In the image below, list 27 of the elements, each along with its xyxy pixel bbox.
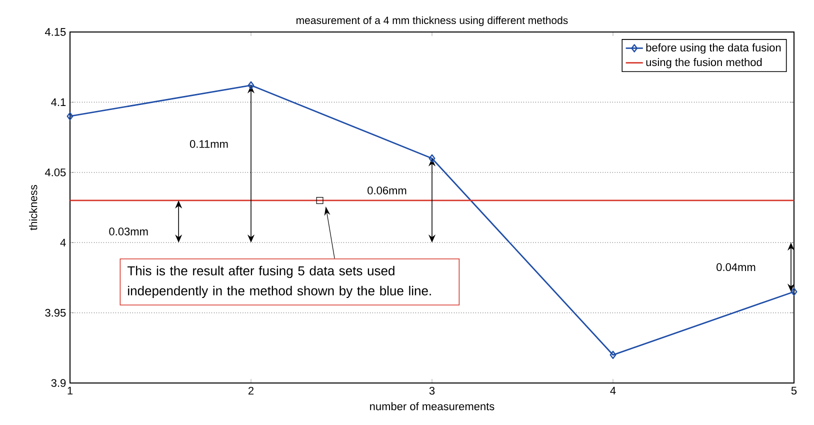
y-tick-label: 4.05 (44, 168, 66, 176)
point (790, 288, 798, 296)
annotation: 0.04mm (716, 263, 756, 272)
point (66, 112, 74, 120)
x-tick-label: 4 (610, 386, 616, 394)
annotation: 0.03mm (109, 228, 148, 236)
y-tick-label: 4 (60, 238, 66, 246)
x-tick-label: 3 (429, 386, 435, 395)
annotation: 0.11mm (190, 140, 228, 148)
x-tick-label: 1 (68, 386, 73, 394)
x-axis-title: number of measurements (370, 402, 494, 410)
annotation: This is the result after fusing 5 data sets used independently in the method shown by the blue line. (127, 266, 431, 298)
x-tick-label: 2 (248, 386, 254, 395)
point (316, 196, 324, 204)
x-tick-label: 5 (791, 386, 797, 395)
point (610, 350, 616, 360)
chart-title: measurement of a 4 mm thickness using different methods (296, 16, 568, 26)
legend-label: using the fusion method (646, 58, 762, 68)
y-tick-label: 3.95 (45, 308, 66, 317)
y-axis-title: thickness (29, 184, 38, 230)
y-tick-label: 3.9 (51, 379, 66, 387)
y-tick-label: 4.15 (44, 28, 66, 36)
legend-label: before using the data fusion (646, 43, 781, 54)
point (248, 81, 254, 90)
y-tick-label: 4.1 (51, 98, 66, 106)
annotation: 0.06mm (368, 186, 406, 194)
point (428, 154, 436, 162)
